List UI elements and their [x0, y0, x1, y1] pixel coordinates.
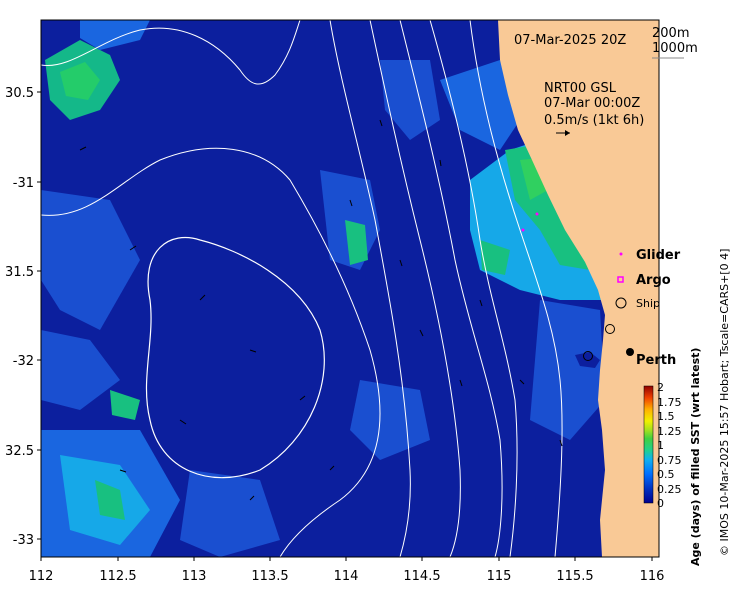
- colorbar-tick: 1: [657, 439, 664, 452]
- y-tick-label: -32: [13, 354, 34, 369]
- x-tick-label: 114: [334, 569, 359, 584]
- legend-ship-label: Ship: [636, 297, 660, 310]
- y-tick-label: 30.5: [5, 86, 34, 101]
- x-axis: 112 112.5 113 113.5 114 114.5 115 115.5 …: [29, 557, 665, 584]
- timestamp-label: 07-Mar-2025 20Z: [514, 33, 626, 48]
- y-tick-label: 31.5: [5, 265, 34, 280]
- plot-frame: [40, 19, 660, 558]
- current-scale-label: 0.5m/s (1kt 6h): [544, 113, 644, 128]
- colorbar-tick: 0.75: [657, 454, 682, 467]
- colorbar-tick: 1.5: [657, 410, 675, 423]
- x-tick-label: 115: [487, 569, 512, 584]
- marker-legend: Glider Argo Ship Perth: [615, 248, 681, 368]
- isobath-1000m-label: 1000m: [652, 41, 698, 56]
- map-plot-area: [41, 20, 659, 557]
- ship-marker: [583, 351, 593, 361]
- arrow-head-icon: [565, 130, 570, 136]
- colorbar-title: Age (days) of filled SST (wrt latest): [689, 348, 702, 566]
- colorbar-tick: 0.25: [657, 483, 682, 496]
- colorbar-tick: 2: [657, 381, 664, 394]
- colorbar-tick: 1.25: [657, 425, 682, 438]
- x-tick-label: 112.5: [99, 569, 136, 584]
- x-tick-label: 115.5: [556, 569, 593, 584]
- glider-marker: [535, 212, 539, 216]
- x-tick-label: 114.5: [403, 569, 440, 584]
- legend-argo-label: Argo: [636, 273, 671, 288]
- x-tick-label: 112: [29, 569, 54, 584]
- contour-lines: [41, 20, 563, 557]
- colorbar-tick: 0: [657, 497, 664, 510]
- y-tick-label: 32.5: [5, 444, 34, 459]
- argo-legend-icon: [617, 276, 624, 283]
- x-tick-label: 113: [182, 569, 207, 584]
- glider-marker: [521, 228, 525, 232]
- australia-land: [498, 20, 659, 557]
- colorbar-tick: 1.75: [657, 396, 682, 409]
- glider-legend-icon: [619, 252, 623, 256]
- colorbar: 2 1.75 1.5 1.25 1 0.75 0.5 0.25 0 Age (d…: [643, 348, 702, 566]
- y-tick-label: -33: [13, 533, 34, 548]
- isobath-200m-label: 200m: [652, 26, 689, 41]
- current-vectors: [79, 119, 563, 501]
- current-time-label: 07-Mar 00:00Z: [544, 96, 640, 111]
- colorbar-tick: 0.5: [657, 468, 675, 481]
- ship-legend-icon: [615, 297, 627, 309]
- x-tick-label: 113.5: [251, 569, 288, 584]
- colorbar-gradient: [643, 385, 654, 504]
- credit-line: © IMOS 10-Mar-2025 15:57 Hobart; Tscale=…: [718, 249, 731, 556]
- city-label-perth: Perth: [636, 353, 676, 368]
- ship-marker: [605, 324, 615, 334]
- y-tick-label: -31: [13, 176, 34, 191]
- current-product-label: NRT00 GSL: [544, 81, 617, 96]
- legend-glider-label: Glider: [636, 248, 681, 263]
- y-axis: 30.5 -31 31.5 -32 32.5 -33: [5, 86, 41, 548]
- x-tick-label: 116: [640, 569, 665, 584]
- perth-marker: [626, 348, 634, 356]
